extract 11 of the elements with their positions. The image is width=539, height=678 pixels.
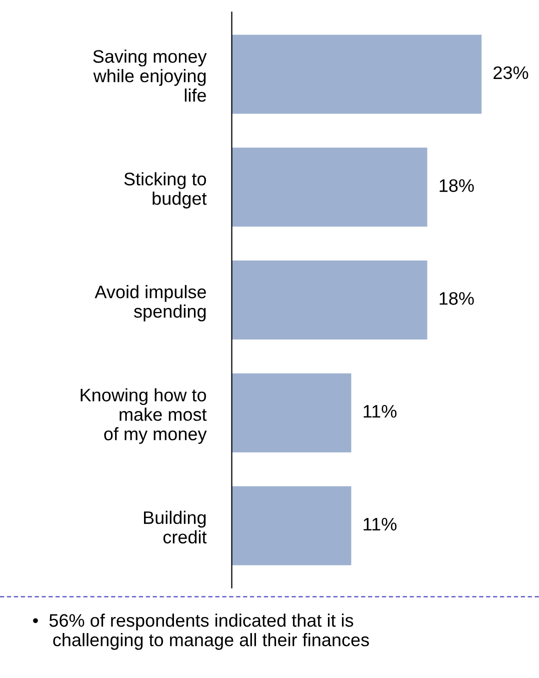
data-label: 11% (364, 405, 397, 418)
y-tick-label: Knowing how to make most of my money (80, 388, 207, 444)
data-label: 18% (440, 179, 474, 192)
text: • 56% of respondents indicated that it is challenging to manage all their finances (33, 614, 369, 650)
y-tick-label: Sticking to budget (124, 172, 207, 208)
y-tick-label: Saving money while enjoying life (93, 50, 207, 102)
y-tick-label: Avoid impulse spending (94, 285, 206, 322)
data-label: 23% (494, 66, 528, 80)
data-label: 18% (440, 292, 474, 305)
y-tick-label: Building credit (144, 510, 207, 544)
data-label: 11% (364, 518, 397, 531)
